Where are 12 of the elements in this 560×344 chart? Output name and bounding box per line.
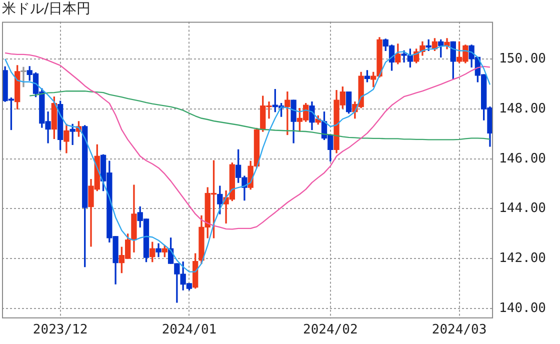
chart-title: 米ドル/日本円 <box>2 1 91 18</box>
y-tick-label: 144.00 <box>499 201 546 216</box>
x-tick-label: 2024/03 <box>432 322 487 338</box>
y-tick-label: 146.00 <box>499 151 546 166</box>
candlestick <box>20 66 26 88</box>
x-tick-label: 2024/01 <box>162 322 217 338</box>
y-tick-label: 140.00 <box>499 300 546 316</box>
y-tick-label: 148.00 <box>499 101 546 116</box>
x-tick-label: 2024/02 <box>302 322 358 338</box>
y-tick-label: 150.00 <box>499 52 546 67</box>
y-tick-label: 142.00 <box>499 250 546 266</box>
x-tick-label: 2023/12 <box>32 322 88 338</box>
